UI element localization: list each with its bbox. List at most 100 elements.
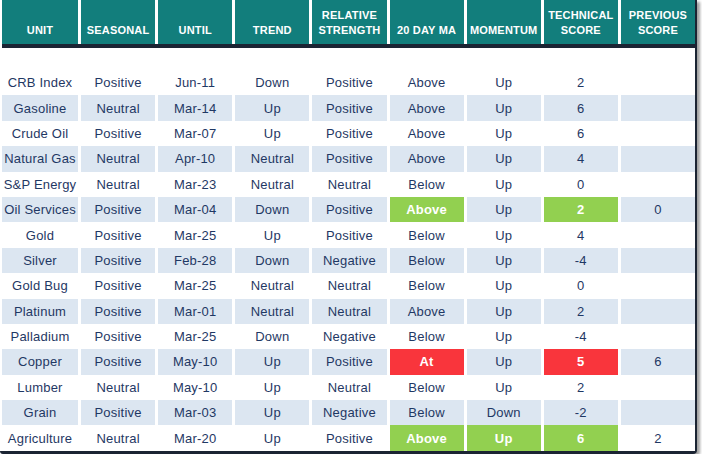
cell: Up [467, 172, 541, 197]
cell: Up [235, 425, 309, 450]
table-row-gasoline: GasolineNeutralMar-14UpPositiveAboveUp6 [2, 95, 695, 120]
unit-cell: Copper [2, 349, 78, 374]
cell: Up [467, 121, 541, 146]
cell: Up [235, 375, 309, 400]
cell [621, 172, 695, 197]
cell: Mar-04 [158, 197, 232, 222]
cell: Up [467, 222, 541, 247]
cell: Below [390, 324, 464, 349]
cell: 4 [544, 222, 618, 247]
unit-cell: Crude Oil [2, 121, 78, 146]
spacer-row [2, 48, 695, 70]
cell: Down [235, 197, 309, 222]
cell: Up [467, 248, 541, 273]
cell: Positive [312, 146, 386, 171]
unit-cell: Platinum [2, 299, 78, 324]
cell: Jun-11 [158, 70, 232, 95]
unit-cell: Natural Gas [2, 146, 78, 171]
cell: Mar-03 [158, 400, 232, 425]
cell: 5 [544, 349, 618, 374]
cell: Negative [312, 248, 386, 273]
table-row-silver: SilverPositiveFeb-28DownNegativeBelowUp-… [2, 248, 695, 273]
table-row-platinum: PlatinumPositiveMar-01NeutralNeutralAbov… [2, 299, 695, 324]
table-row-crb-index: CRB IndexPositiveJun-11DownPositiveAbove… [2, 70, 695, 95]
cell: Positive [81, 273, 155, 298]
cell: Positive [81, 222, 155, 247]
cell: Mar-20 [158, 425, 232, 450]
cell: Negative [312, 324, 386, 349]
cell: Positive [312, 349, 386, 374]
cell: 2 [544, 299, 618, 324]
unit-cell: Palladium [2, 324, 78, 349]
cell: Neutral [312, 273, 386, 298]
cell [621, 324, 695, 349]
cell: Neutral [235, 273, 309, 298]
cell: Below [390, 248, 464, 273]
cell: Neutral [312, 172, 386, 197]
cell: 2 [544, 70, 618, 95]
unit-cell: CRB Index [2, 70, 78, 95]
cell: Up [467, 349, 541, 374]
column-header-20-day-ma: 20 DAY MA [390, 0, 464, 44]
cell: Up [467, 324, 541, 349]
table-row-s-p-energy: S&P EnergyNeutralMar-23NeutralNeutralBel… [2, 172, 695, 197]
column-header-until: UNTIL [158, 0, 232, 44]
cell: 6 [544, 425, 618, 450]
column-header-seasonal: SEASONAL [81, 0, 155, 44]
cell: Mar-25 [158, 222, 232, 247]
cell [621, 273, 695, 298]
table-row-gold: GoldPositiveMar-25UpPositiveBelowUp4 [2, 222, 695, 247]
cell [621, 121, 695, 146]
cell: Above [390, 146, 464, 171]
cell: Mar-25 [158, 324, 232, 349]
technical-score-table: UNITSEASONALUNTILTRENDRELATIVE STRENGTH2… [0, 0, 697, 454]
cell: Mar-01 [158, 299, 232, 324]
cell: Above [390, 121, 464, 146]
cell: Above [390, 95, 464, 120]
column-header-technical-score: TECHNICAL SCORE [544, 0, 618, 44]
table-row-gold-bug: Gold BugPositiveMar-25NeutralNeutralBelo… [2, 273, 695, 298]
cell: Positive [81, 299, 155, 324]
unit-cell: Silver [2, 248, 78, 273]
cell: Positive [81, 248, 155, 273]
cell: Above [390, 425, 464, 450]
cell: Below [390, 172, 464, 197]
cell: Positive [81, 121, 155, 146]
column-header-trend: TREND [235, 0, 309, 44]
cell: Above [390, 299, 464, 324]
cell [621, 400, 695, 425]
cell: Down [235, 248, 309, 273]
cell: Neutral [235, 299, 309, 324]
cell: Apr-10 [158, 146, 232, 171]
cell: Positive [81, 400, 155, 425]
unit-cell: Agriculture [2, 425, 78, 450]
cell: Mar-25 [158, 273, 232, 298]
cell [621, 299, 695, 324]
cell: Up [467, 273, 541, 298]
cell: 2 [544, 375, 618, 400]
cell: 2 [621, 425, 695, 450]
table-row-agriculture: AgricultureNeutralMar-20UpPositiveAboveU… [2, 425, 695, 450]
table-row-grain: GrainPositiveMar-03UpNegativeBelowDown-2 [2, 400, 695, 425]
cell: May-10 [158, 375, 232, 400]
cell: Below [390, 222, 464, 247]
unit-cell: Oil Services [2, 197, 78, 222]
cell: Up [235, 121, 309, 146]
cell [621, 222, 695, 247]
cell: 0 [544, 273, 618, 298]
cell: Neutral [312, 299, 386, 324]
cell: Positive [81, 349, 155, 374]
column-header-relative-strength: RELATIVE STRENGTH [312, 0, 386, 44]
cell: Up [467, 425, 541, 450]
cell: Neutral [81, 172, 155, 197]
cell: Up [235, 400, 309, 425]
cell: Up [235, 349, 309, 374]
cell: Up [235, 95, 309, 120]
cell [621, 248, 695, 273]
cell: 0 [621, 197, 695, 222]
column-header-momentum: MOMENTUM [467, 0, 541, 44]
cell: Positive [312, 425, 386, 450]
cell: Up [467, 70, 541, 95]
cell: Neutral [312, 375, 386, 400]
cell: -2 [544, 400, 618, 425]
